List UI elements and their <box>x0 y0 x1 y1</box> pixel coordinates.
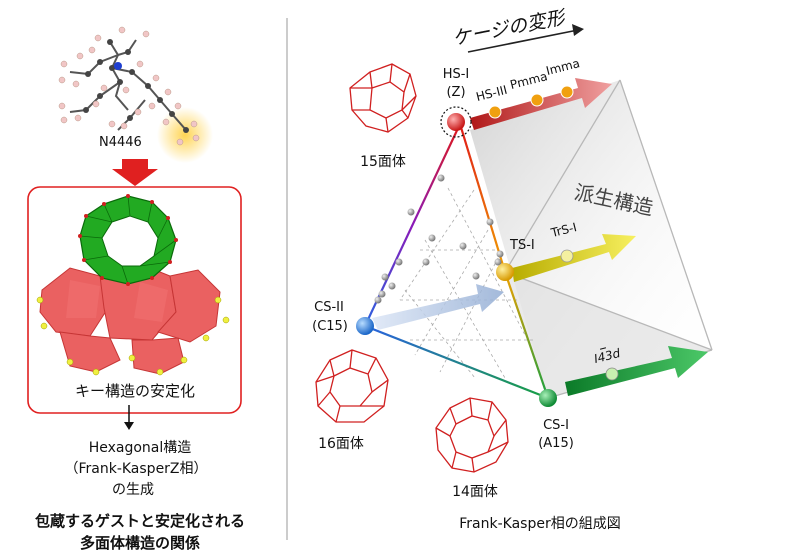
edge-ts-cs1 <box>503 271 550 399</box>
composition-points <box>374 174 504 304</box>
hs1-dotted-ring <box>440 106 472 138</box>
box-caption: キー構造の安定化 <box>74 382 196 400</box>
polyhedron-16 <box>315 349 389 423</box>
polyhedron-15 <box>349 63 417 133</box>
down-arrow-black <box>124 422 134 430</box>
polyhedron-16-label: 16面体 <box>318 436 364 452</box>
diagram-bottom-caption: Frank-Kasper相の組成図 <box>459 516 621 532</box>
bottom-caption-line-1: 包蔵するゲストと安定化される <box>34 512 246 530</box>
polyhedron-14 <box>435 397 509 473</box>
arrow-green <box>565 346 708 396</box>
down-arrow-red <box>112 159 158 186</box>
result-line-3: の生成 <box>112 482 154 498</box>
molecule-n4446 <box>58 26 213 163</box>
key-structure-box <box>27 186 242 414</box>
arrow-blue <box>372 284 504 330</box>
vertex-cs1-sub: (A15) <box>538 436 574 451</box>
vertex-cs1-name: CS-I <box>543 418 569 433</box>
molecule-label: N4446 <box>99 135 142 150</box>
vertex-hs1 <box>447 113 465 131</box>
vertex-cs2-name: CS-II <box>314 300 344 315</box>
edge-hs-ts <box>458 123 507 273</box>
vertex-cs1 <box>539 389 557 407</box>
vertex-hs1-sub: (Z) <box>446 85 466 100</box>
vertex-cs2 <box>356 317 374 335</box>
key-structure-polyhedra <box>36 194 230 376</box>
vertex-ts1 <box>496 263 514 281</box>
result-line-2: （Frank-KasperZ相） <box>64 461 208 477</box>
vertex-cs2-sub: (C15) <box>312 319 348 334</box>
vertex-ts1-name: TS-I <box>510 238 535 253</box>
result-line-1: Hexagonal構造 <box>88 440 192 456</box>
polyhedron-14-label: 14面体 <box>452 484 498 500</box>
edge-cs2-cs1 <box>364 324 549 400</box>
polyhedron-15-label: 15面体 <box>360 154 406 170</box>
vertex-hs1-name: HS-I <box>442 67 470 82</box>
bottom-caption-line-2: 多面体構造の関係 <box>79 534 201 552</box>
arrow-yellow <box>512 234 636 282</box>
